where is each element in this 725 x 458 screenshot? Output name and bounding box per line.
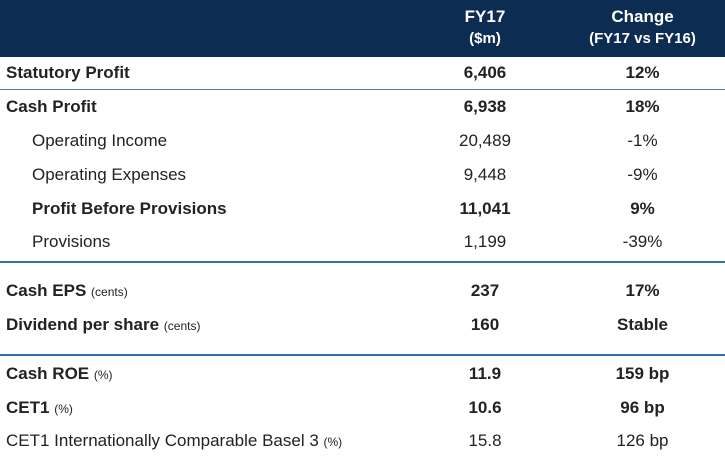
- table-row-cash-roe: Cash ROE (%) 11.9 159 bp: [0, 357, 725, 391]
- row-change-value: Stable: [616, 315, 669, 334]
- row-label: Cash Profit: [6, 97, 97, 116]
- table-header: FY17 ($m) Change (FY17 vs FY16): [0, 0, 725, 57]
- row-fy17-value: 6,938: [463, 97, 507, 116]
- header-fy17-unit: ($m): [469, 30, 501, 47]
- table-row-statutory-profit: Statutory Profit 6,406 12%: [0, 56, 725, 90]
- section-divider: [0, 261, 725, 263]
- table-row-operating-expenses: Operating Expenses 9,448 -9%: [0, 158, 725, 192]
- row-change-value: 126 bp: [616, 431, 669, 450]
- row-fy17-value: 11.9: [468, 364, 502, 383]
- row-change-value: -1%: [627, 131, 658, 150]
- row-label: Provisions: [32, 232, 111, 251]
- row-fy17-value: 1,199: [463, 232, 507, 251]
- row-fy17-value: 10.6: [468, 398, 502, 417]
- row-label: Cash ROE (%): [6, 364, 113, 383]
- table-row-cash-eps: Cash EPS (cents) 237 17%: [0, 274, 725, 308]
- row-change-value: -39%: [622, 232, 663, 251]
- section-divider: [0, 354, 725, 356]
- row-fy17-value: 160: [470, 315, 500, 334]
- row-label: CET1 (%): [6, 398, 73, 417]
- header-change-sub: (FY17 vs FY16): [589, 30, 696, 47]
- row-fy17-value: 20,489: [459, 131, 511, 150]
- row-unit: (%): [323, 435, 343, 449]
- table-row-operating-income: Operating Income 20,489 -1%: [0, 124, 725, 158]
- header-change-title: Change: [611, 7, 674, 26]
- row-fy17-value: 6,406: [463, 63, 507, 82]
- row-unit: (%): [54, 402, 73, 416]
- row-change-value: 17%: [625, 281, 660, 300]
- table-row-cet1: CET1 (%) 10.6 96 bp: [0, 391, 725, 425]
- row-label: Profit Before Provisions: [32, 199, 227, 218]
- row-label: Dividend per share (cents): [6, 315, 201, 334]
- row-unit: (cents): [91, 285, 128, 299]
- row-label: Operating Expenses: [32, 165, 187, 184]
- row-change-value: 9%: [630, 199, 655, 218]
- row-change-value: 12%: [625, 63, 660, 82]
- table-row-provisions: Provisions 1,199 -39%: [0, 225, 725, 259]
- row-label: Cash EPS (cents): [6, 281, 128, 300]
- row-change-value: 18%: [625, 97, 660, 116]
- table-row-profit-before-provisions: Profit Before Provisions 11,041 9%: [0, 192, 725, 226]
- header-fy17: FY17 ($m): [420, 6, 550, 50]
- row-fy17-value: 9,448: [463, 165, 507, 184]
- table-row-dividend-per-share: Dividend per share (cents) 160 Stable: [0, 308, 725, 342]
- row-change-value: 96 bp: [620, 398, 665, 417]
- row-fy17-value: 11,041: [459, 199, 511, 218]
- row-change-value: -9%: [627, 165, 658, 184]
- row-label: Statutory Profit: [6, 63, 130, 82]
- row-divider: [0, 89, 725, 90]
- header-change: Change (FY17 vs FY16): [560, 6, 725, 50]
- row-fy17-value: 237: [470, 281, 500, 300]
- row-change-value: 159 bp: [615, 364, 670, 383]
- row-label: Operating Income: [32, 131, 168, 150]
- row-fy17-value: 15.8: [468, 431, 502, 450]
- row-unit: (%): [93, 368, 113, 382]
- header-fy17-title: FY17: [464, 7, 506, 26]
- row-label: CET1 Internationally Comparable Basel 3 …: [6, 431, 343, 450]
- table-row-cash-profit: Cash Profit 6,938 18%: [0, 90, 725, 124]
- table-row-cet1-international: CET1 Internationally Comparable Basel 3 …: [0, 424, 725, 458]
- row-unit: (cents): [163, 319, 201, 333]
